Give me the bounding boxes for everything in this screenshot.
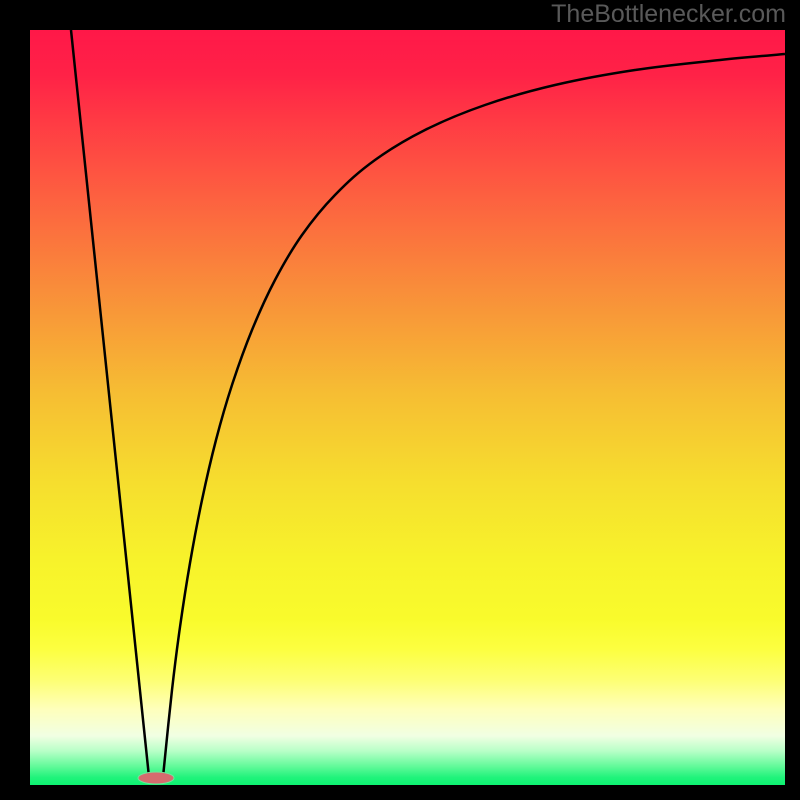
- plot-area: [30, 30, 785, 785]
- right-rising-curve: [163, 54, 785, 777]
- chart-container: TheBottlenecker.com: [0, 0, 800, 800]
- left-descending-line: [71, 30, 149, 777]
- watermark-text: TheBottlenecker.com: [551, 0, 786, 29]
- minimum-marker: [138, 772, 174, 784]
- curves-layer: [30, 30, 785, 785]
